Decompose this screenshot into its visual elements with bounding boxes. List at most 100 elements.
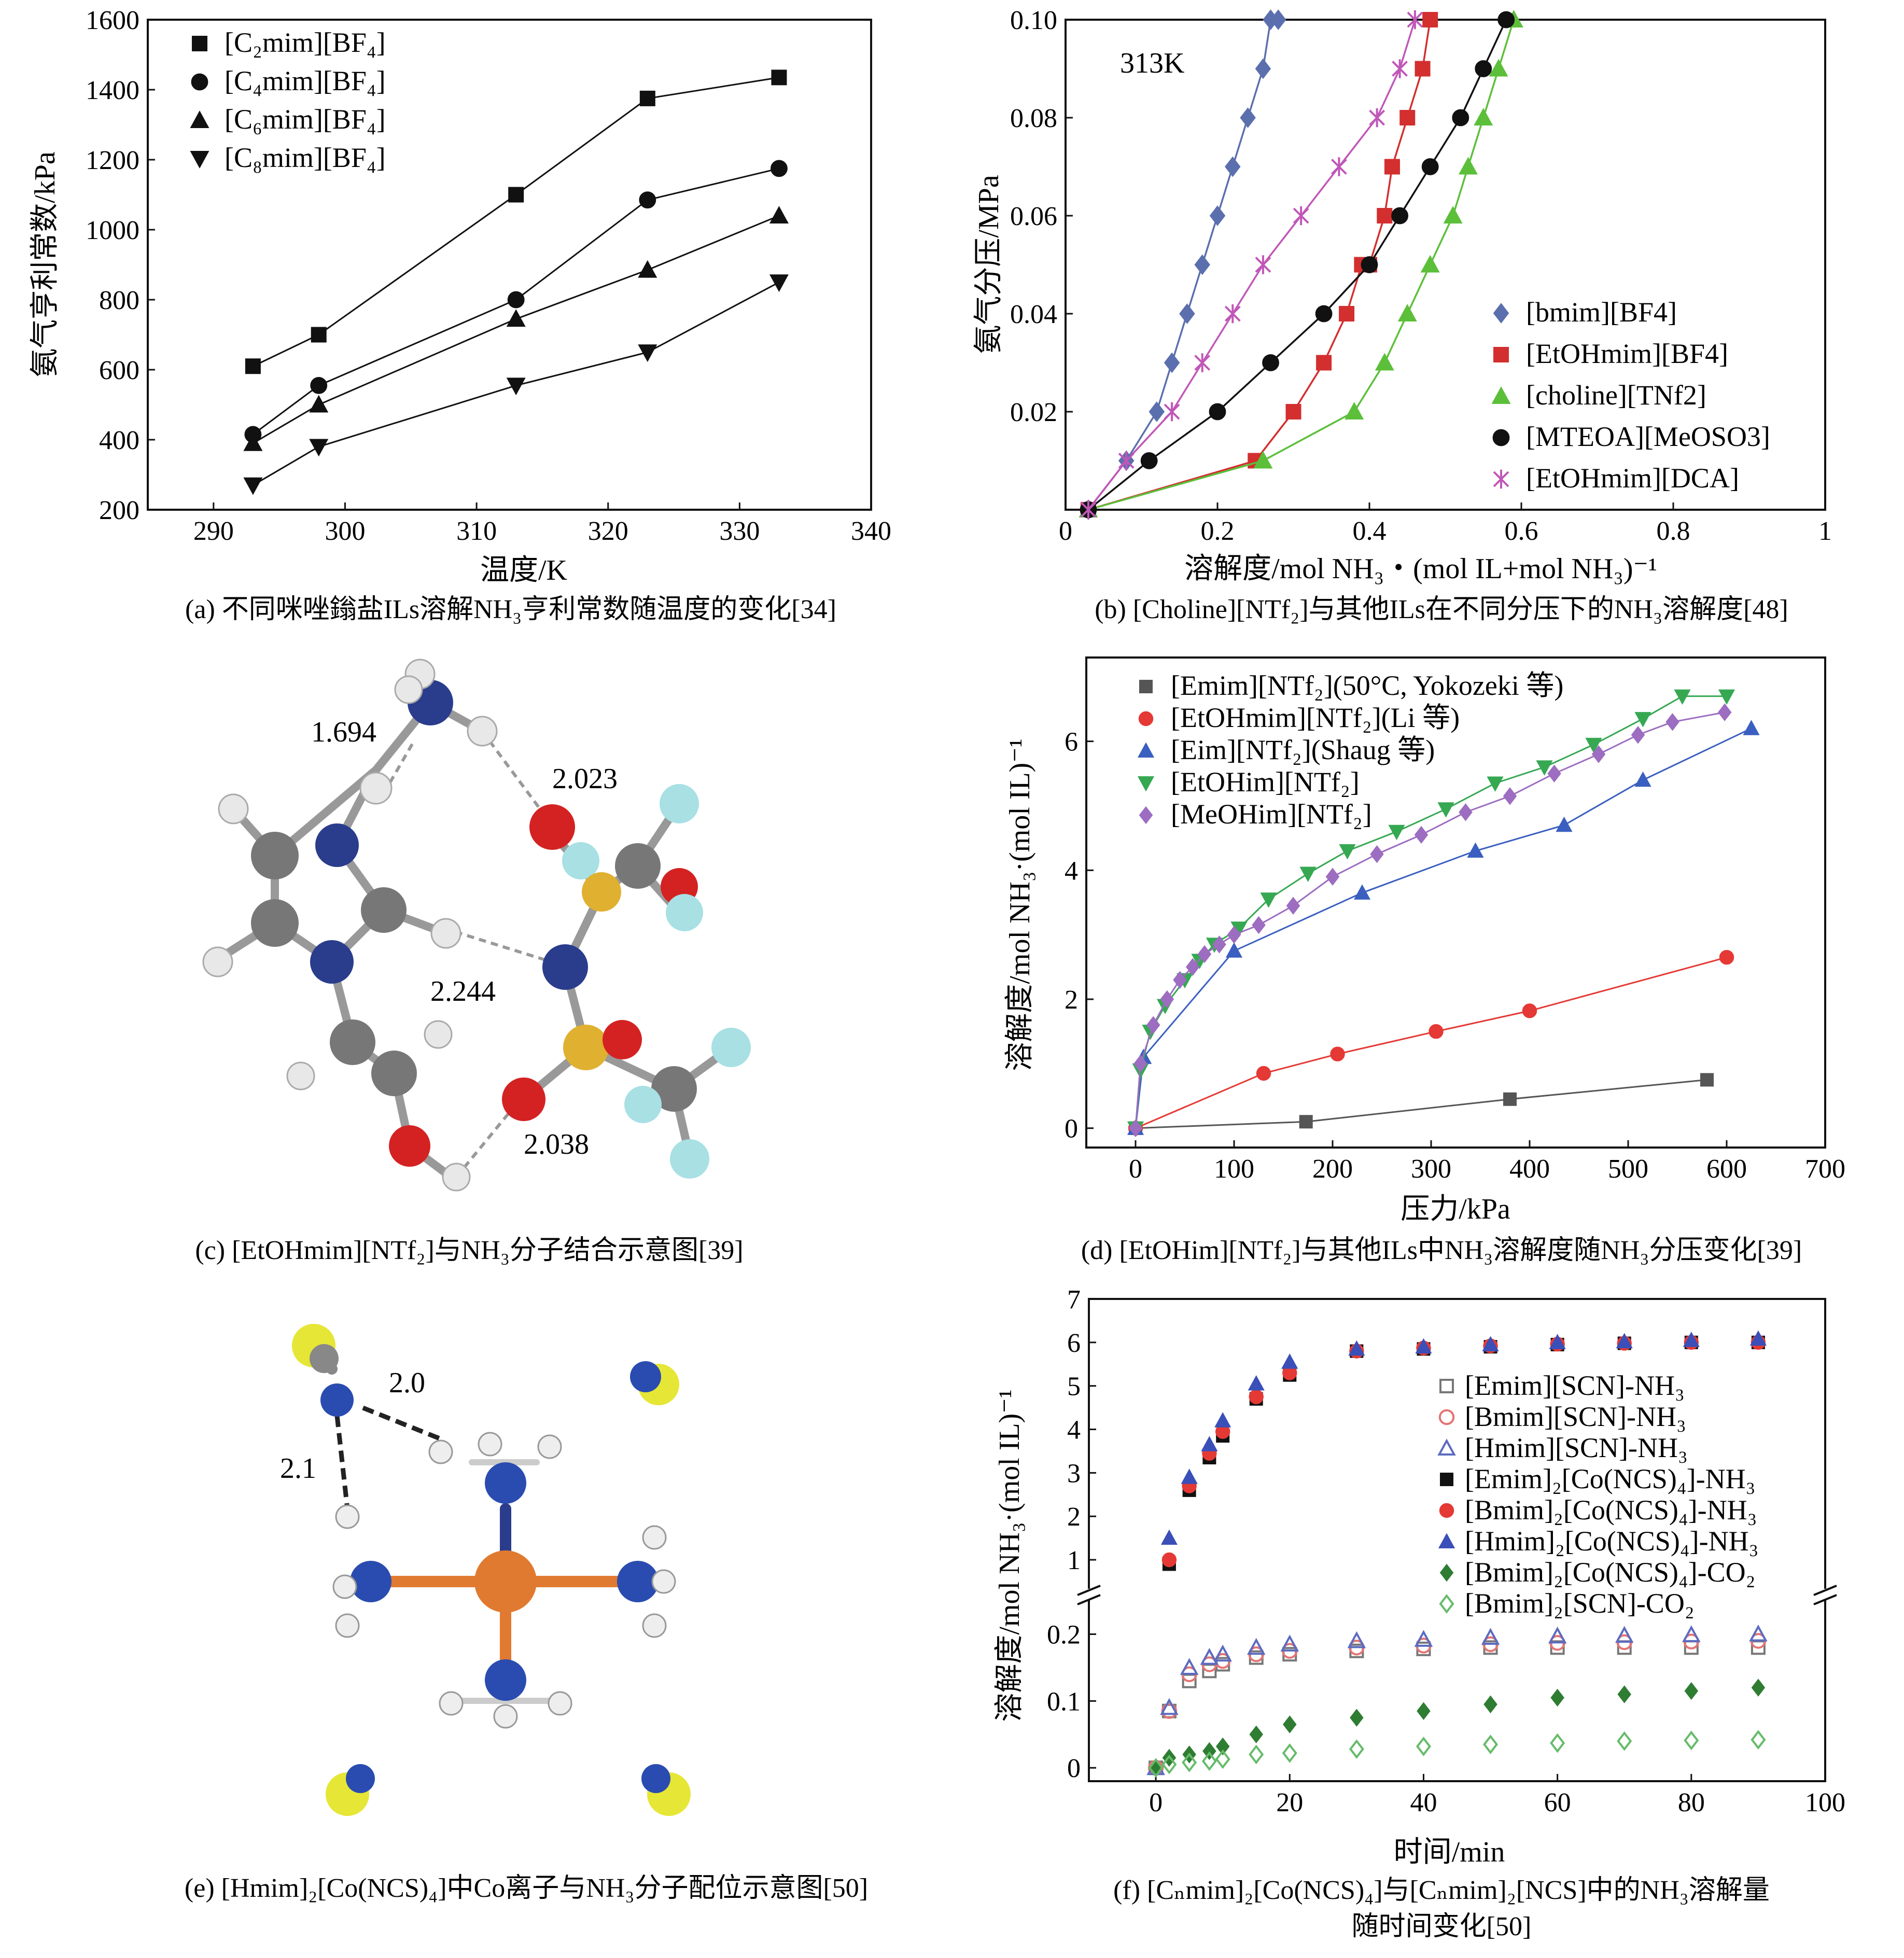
- data-point: [1415, 61, 1431, 77]
- legend-entry: [Emim][NTf₂](50°C, Yokozeki 等): [1171, 670, 1563, 701]
- y-tick-label: 0: [1067, 1754, 1081, 1783]
- data-point: [1474, 108, 1493, 125]
- panel-c-caption: (c) [EtOHmim][NTf₂]与NH₃分子结合示意图[39]: [195, 1236, 743, 1265]
- data-point: [1283, 1715, 1297, 1733]
- legend-entry: [EtOHmim][BF4]: [1526, 338, 1728, 369]
- series-line: [1135, 1079, 1707, 1129]
- panel-a-y-label: 氨气亨利常数/kPa: [29, 151, 61, 377]
- panel-a-henry-constant-chart: 290 300 310 320 330 340 200 400 600 800 1000 1200 14…: [29, 6, 891, 624]
- data-point: [1617, 1685, 1631, 1703]
- legend-marker: [1439, 1379, 1454, 1393]
- data-point: [1160, 990, 1174, 1009]
- data-point: [771, 160, 788, 177]
- y-tick-label: 6: [1067, 1328, 1081, 1358]
- legend-marker: [1137, 776, 1155, 792]
- data-point: [769, 206, 789, 223]
- data-point: [1249, 1725, 1263, 1744]
- y-tick-label: 0.04: [1010, 300, 1057, 329]
- panel-c-distance-label: 1.694: [311, 716, 376, 748]
- panel-b-solubility-partial-pressure-chart: 0 0.2 0.4 0.6 0.8 1 0.02 0.04 0.06 0.08 0.10 [bmim…: [973, 6, 1832, 624]
- legend-entry: [Hmim][SCN]-NH₃: [1465, 1432, 1688, 1463]
- data-point: [1240, 107, 1256, 128]
- data-point: [1683, 1332, 1700, 1347]
- data-point: [507, 291, 525, 309]
- data-point: [1256, 1066, 1271, 1081]
- data-point: [1209, 205, 1226, 226]
- data-point: [1255, 255, 1271, 274]
- data-point: [1414, 826, 1429, 844]
- data-point: [1201, 1751, 1217, 1771]
- legend-marker: [1137, 742, 1155, 758]
- x-tick-label: 200: [1312, 1154, 1353, 1184]
- x-tick-label: 330: [719, 516, 760, 546]
- data-point: [1200, 1648, 1219, 1665]
- series-line: [1135, 956, 1727, 1129]
- data-point: [639, 90, 655, 106]
- data-point: [1751, 1730, 1766, 1750]
- y-tick-label: 0.06: [1010, 202, 1057, 231]
- axis-break-mark: [1813, 1594, 1837, 1605]
- panel-f-caption-line2: 随时间变化[50]: [1352, 1912, 1532, 1941]
- panel-b-x-label: 溶解度/mol NH₃・(mol IL+mol NH₃)⁻¹: [1184, 553, 1657, 585]
- panel-c-distance-label: 2.244: [430, 975, 496, 1008]
- y-tick-label: 800: [99, 286, 139, 315]
- data-point: [1459, 803, 1473, 821]
- data-point: [1391, 207, 1409, 225]
- legend-entry: [C₈mim][BF₄]: [225, 142, 386, 173]
- data-point: [1674, 689, 1691, 705]
- data-point: [1348, 1340, 1365, 1356]
- y-tick-label: 1400: [86, 76, 139, 105]
- data-point: [1719, 949, 1734, 965]
- data-point: [1616, 1333, 1633, 1349]
- x-tick-label: 300: [325, 516, 365, 546]
- panel-e-bonds: [308, 1342, 643, 1704]
- data-point: [1253, 451, 1273, 469]
- x-tick-label: 100: [1214, 1154, 1254, 1184]
- data-point: [1631, 725, 1645, 744]
- legend-marker: [190, 151, 209, 169]
- data-point: [1665, 713, 1679, 731]
- data-point: [508, 187, 524, 203]
- y-tick-label: 400: [99, 426, 139, 455]
- y-tick-label: 0.1: [1047, 1687, 1081, 1716]
- axis-break-mark: [1077, 1585, 1101, 1596]
- data-point: [1140, 452, 1158, 469]
- data-point: [243, 477, 263, 495]
- y-tick-label: 5: [1067, 1372, 1081, 1402]
- data-point: [1377, 208, 1393, 223]
- data-point: [245, 358, 261, 374]
- panel-c-hydrogen-bonds: [382, 730, 561, 1178]
- data-point: [1179, 303, 1195, 324]
- panel-c-binding-diagram: 1.694 2.023 2.244 2.038 (c) [EtOHmim][NT…: [195, 659, 751, 1265]
- data-point: [638, 344, 657, 362]
- data-point: [1475, 60, 1492, 77]
- data-point: [1227, 926, 1241, 944]
- data-point: [1392, 59, 1408, 78]
- data-point: [1148, 1758, 1164, 1778]
- legend-entry: [Emim]₂[Co(NCS)₄]-NH₃: [1465, 1463, 1755, 1494]
- data-point: [1212, 935, 1226, 954]
- x-tick-label: 0.2: [1201, 516, 1235, 546]
- x-tick-label: 40: [1410, 1788, 1437, 1817]
- data-point: [1429, 1024, 1444, 1039]
- data-point: [1214, 1412, 1231, 1428]
- legend-entry: [Bmim][SCN]-NH₃: [1465, 1401, 1686, 1432]
- series-line: [1087, 19, 1507, 511]
- panel-a-plot-frame: [147, 19, 872, 511]
- legend-marker: [190, 110, 209, 128]
- data-point: [1339, 844, 1356, 860]
- x-tick-label: 500: [1608, 1154, 1648, 1184]
- data-point: [1743, 720, 1760, 735]
- y-tick-label: 1600: [86, 6, 139, 35]
- data-point: [1161, 1552, 1177, 1568]
- legend-marker: [1139, 806, 1153, 824]
- data-point: [1164, 352, 1180, 373]
- data-point: [1201, 1436, 1218, 1451]
- legend-marker: [1493, 469, 1509, 489]
- data-point: [1316, 355, 1332, 371]
- y-tick-label: 6: [1065, 728, 1078, 757]
- data-point: [1547, 764, 1561, 783]
- legend-marker: [1440, 1473, 1453, 1486]
- y-tick-label: 7: [1067, 1285, 1081, 1314]
